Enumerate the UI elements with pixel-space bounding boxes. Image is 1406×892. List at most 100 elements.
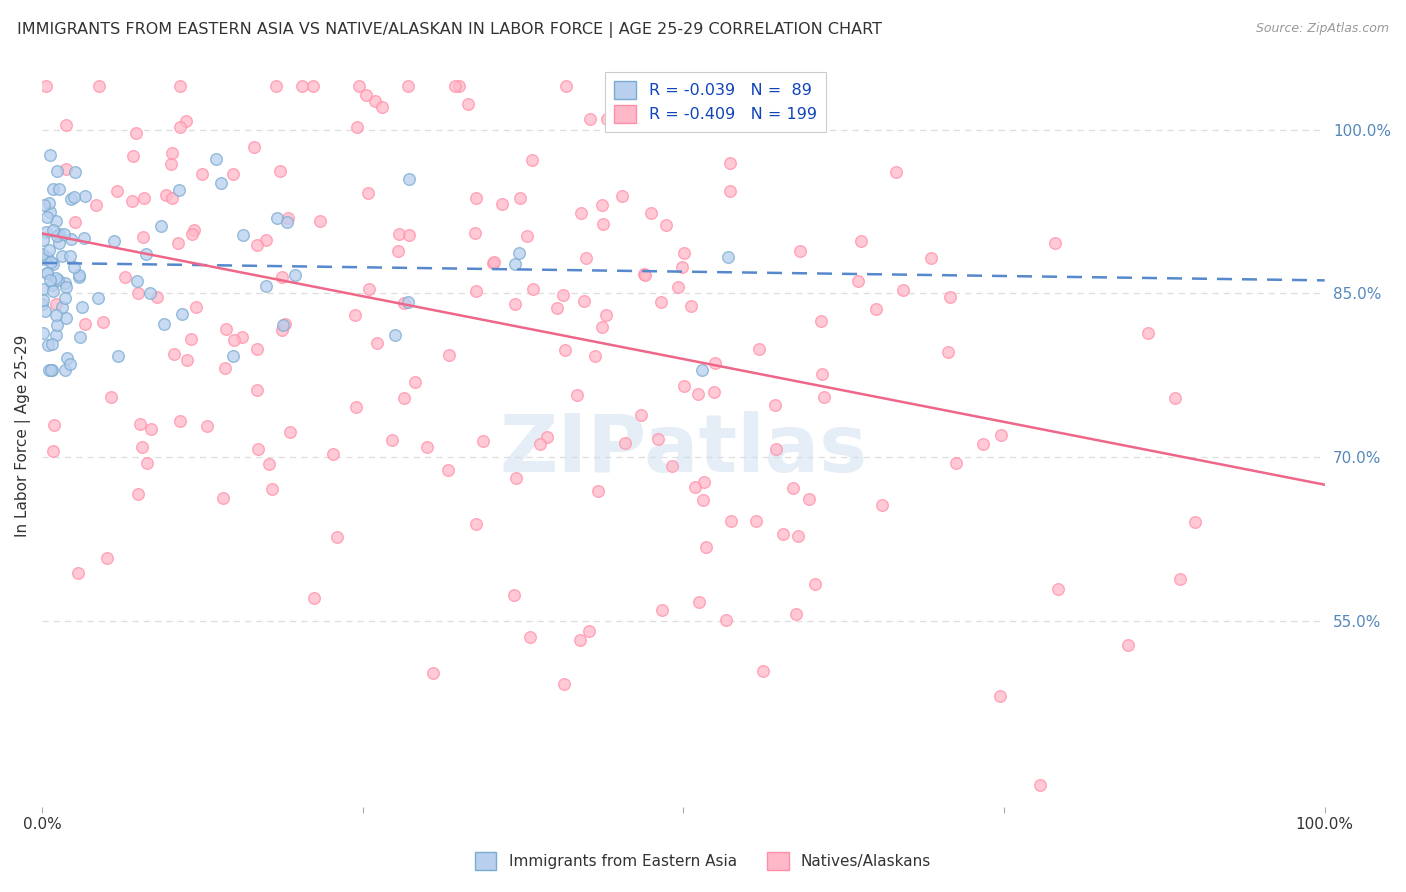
Point [945, 456, 967, 470]
Point [565, 388, 588, 402]
Point [131, 440, 153, 454]
Point [70, 301, 93, 315]
Point [53, 227, 76, 241]
Point [785, 607, 807, 622]
Point [246, 342, 269, 356]
Point [89, 78, 111, 93]
Point [170, 307, 193, 321]
Point [51, 300, 73, 314]
Point [685, 480, 707, 494]
Point [665, 97, 688, 112]
Point [502, 588, 524, 602]
Point [160, 191, 183, 205]
Point [851, 235, 873, 249]
Point [91, 315, 114, 329]
Point [464, 226, 486, 240]
Point [392, 295, 415, 310]
Point [551, 288, 574, 302]
Point [73, 231, 96, 245]
Point [343, 308, 366, 322]
Point [103, 234, 125, 248]
Point [990, 428, 1012, 442]
Point [183, 223, 205, 237]
Point [692, 492, 714, 507]
Point [610, 189, 633, 203]
Point [920, 251, 942, 265]
Point [38, 363, 60, 377]
Point [591, 198, 613, 212]
Point [63, 215, 86, 229]
Point [53, 291, 76, 305]
Point [799, 491, 821, 506]
Point [357, 186, 380, 201]
Point [789, 244, 811, 258]
Point [666, 279, 689, 293]
Point [46, 273, 69, 287]
Text: ZIPatlas: ZIPatlas [499, 411, 868, 490]
Point [63, 260, 86, 275]
Point [254, 233, 277, 247]
Point [640, 206, 662, 220]
Point [128, 417, 150, 431]
Point [39, 254, 62, 268]
Point [444, 78, 467, 93]
Point [45, 328, 67, 343]
Point [686, 387, 709, 401]
Point [35, 250, 58, 264]
Point [59, 232, 82, 246]
Point [232, 228, 254, 243]
Point [55, 118, 77, 132]
Point [73, 318, 96, 332]
Point [569, 206, 592, 220]
Point [44, 271, 66, 285]
Point [135, 247, 157, 261]
Point [765, 442, 787, 457]
Point [536, 430, 558, 444]
Point [344, 401, 367, 415]
Point [752, 664, 775, 678]
Point [396, 295, 419, 310]
Point [73, 188, 96, 202]
Point [222, 349, 245, 363]
Point [60, 192, 83, 206]
Point [35, 267, 58, 281]
Point [42, 223, 65, 237]
Point [1136, 326, 1159, 341]
Point [127, 286, 149, 301]
Point [359, 282, 381, 296]
Point [704, 355, 727, 369]
Point [215, 322, 238, 336]
Point [262, 482, 284, 496]
Point [284, 268, 307, 282]
Point [246, 238, 269, 252]
Point [787, 529, 810, 543]
Point [810, 367, 832, 381]
Point [32, 233, 55, 247]
Point [846, 274, 869, 288]
Point [505, 471, 527, 485]
Point [174, 113, 197, 128]
Point [32, 197, 55, 211]
Point [125, 274, 148, 288]
Point [34, 304, 56, 318]
Point [1116, 638, 1139, 652]
Point [274, 318, 297, 332]
Point [222, 167, 245, 181]
Point [280, 425, 302, 439]
Point [37, 338, 59, 352]
Point [347, 78, 370, 93]
Point [105, 184, 128, 198]
Point [45, 297, 67, 311]
Point [139, 421, 162, 435]
Point [42, 417, 65, 432]
Point [195, 418, 218, 433]
Point [449, 78, 471, 93]
Point [772, 527, 794, 541]
Point [107, 349, 129, 363]
Point [465, 191, 488, 205]
Point [1184, 515, 1206, 529]
Point [184, 300, 207, 314]
Point [114, 270, 136, 285]
Point [661, 458, 683, 473]
Point [132, 192, 155, 206]
